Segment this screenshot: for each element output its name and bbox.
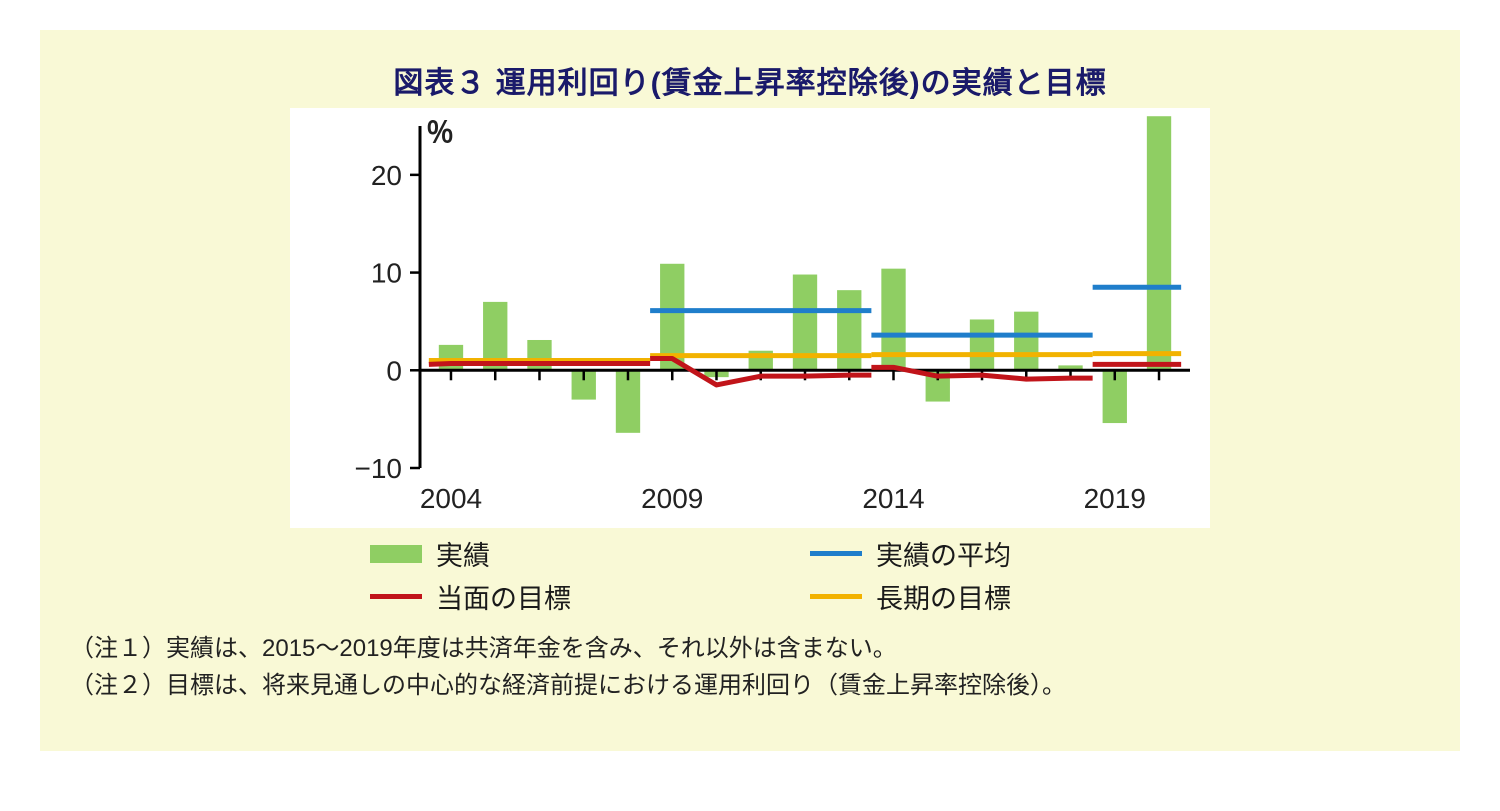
bar [1014, 312, 1038, 371]
legend-item: 長期の目標 [810, 577, 1130, 616]
legend-swatch [370, 594, 422, 599]
bar [837, 290, 861, 370]
chart-notes: （注１）実績は、2015～2019年度は共済年金を含み、それ以外は含まない。（注… [70, 630, 1430, 704]
legend-label: 当面の目標 [436, 577, 571, 616]
chart-area: 2004 2009 2014 2019 −10 0 10 20 ％ [290, 108, 1210, 528]
legend-item: 実績の平均 [810, 534, 1130, 573]
chart-svg: 2004 2009 2014 2019 −10 0 10 20 ％ [290, 108, 1210, 528]
series-polyline [429, 363, 650, 364]
legend-label: 実績 [436, 534, 490, 573]
x-tick-label: 2004 [420, 483, 482, 514]
legend-label: 長期の目標 [876, 577, 1011, 616]
legend-item: 当面の目標 [370, 577, 690, 616]
figure-panel: 図表３ 運用利回り(賃金上昇率控除後)の実績と目標 20042009201420… [40, 30, 1460, 751]
note-line: （注２）目標は、将来見通しの中心的な経済前提における運用利回り（賃金上昇率控除後… [70, 667, 1430, 704]
y-tick-label: 10 [371, 258, 402, 289]
bar [970, 319, 994, 370]
note-line: （注１）実績は、2015～2019年度は共済年金を含み、それ以外は含まない。 [70, 630, 1430, 667]
y-tick-label: 20 [371, 160, 402, 191]
y-tick-label: −10 [355, 453, 403, 484]
legend-swatch [370, 545, 422, 563]
x-tick-label: 2009 [641, 483, 703, 514]
legend-swatch [810, 551, 862, 556]
x-tick-label: 2014 [862, 483, 924, 514]
chart-legend: 実績 実績の平均当面の目標 長期の目標 [370, 534, 1130, 616]
y-tick-label: 0 [386, 355, 402, 386]
legend-swatch [810, 594, 862, 599]
legend-label: 実績の平均 [876, 534, 1011, 573]
x-tick-label: 2019 [1084, 483, 1146, 514]
bar [439, 345, 463, 370]
y-unit-label: ％ [426, 117, 454, 148]
bar [1147, 116, 1171, 370]
legend-item: 実績 [370, 534, 690, 573]
chart-title: 図表３ 運用利回り(賃金上昇率控除後)の実績と目標 [70, 58, 1430, 102]
